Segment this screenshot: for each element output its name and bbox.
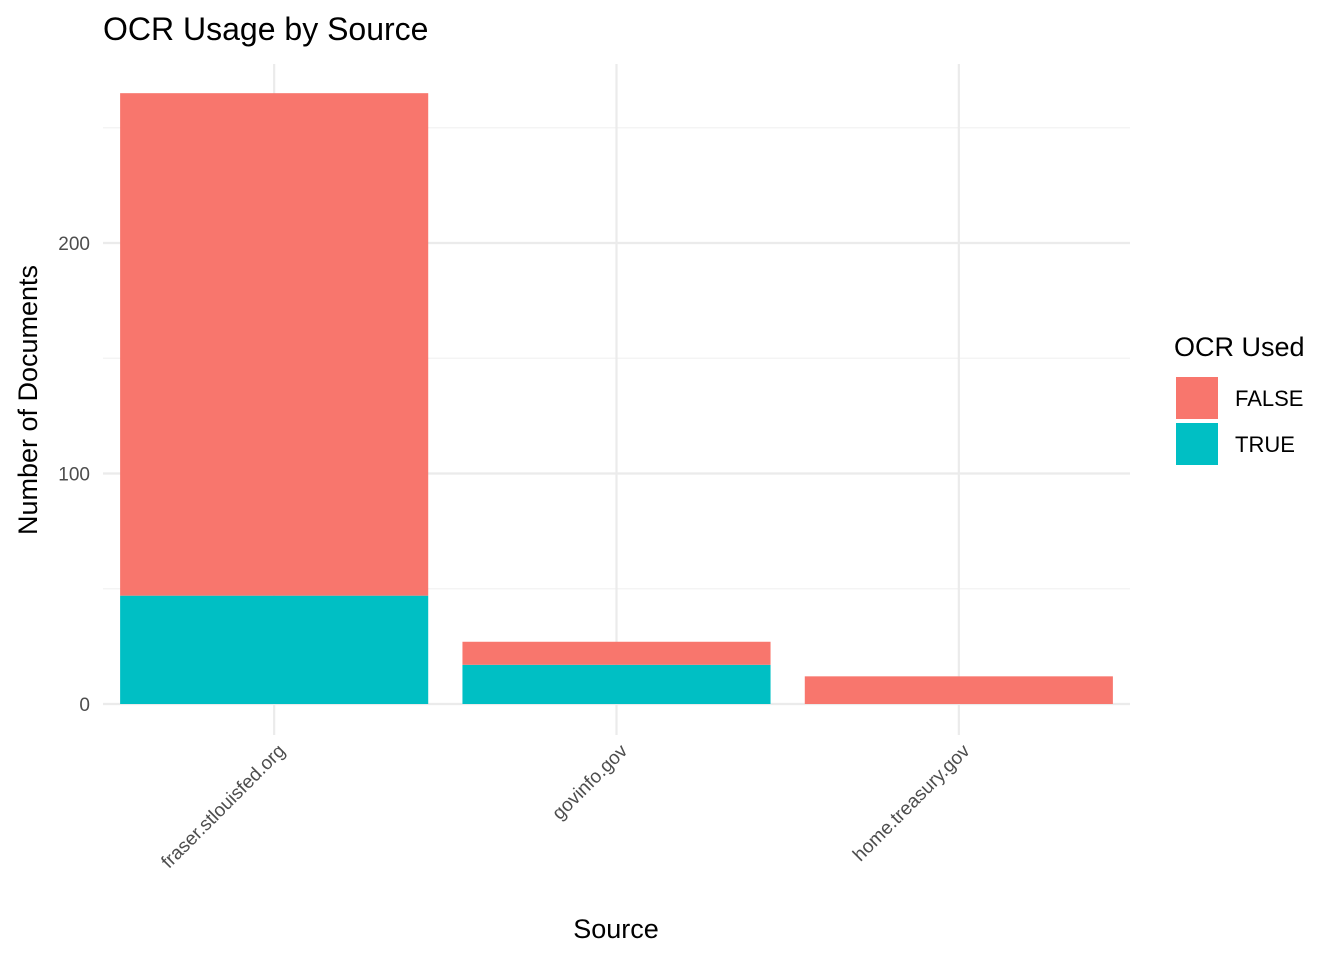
legend: OCR Used FALSE TRUE [1174, 332, 1305, 465]
legend-swatch [1176, 377, 1218, 419]
x-tick-label: fraser.stlouisfed.org [158, 741, 290, 873]
legend-swatch [1176, 423, 1218, 465]
legend-title: OCR Used [1174, 332, 1305, 362]
x-tick-label: govinfo.gov [548, 740, 632, 824]
legend-label: TRUE [1235, 432, 1295, 457]
bar-false [120, 93, 429, 596]
y-axis-label: Number of Documents [13, 265, 43, 535]
x-tick-labels: fraser.stlouisfed.org govinfo.gov home.tre… [158, 740, 975, 872]
bar-false [462, 641, 771, 665]
legend-label: FALSE [1235, 386, 1303, 411]
y-tick-label: 100 [58, 465, 90, 486]
y-tick-label: 200 [58, 234, 90, 255]
bar-true [462, 664, 771, 704]
bar-false [804, 676, 1113, 704]
bar-true [120, 595, 429, 704]
chart-title: OCR Usage by Source [103, 11, 428, 47]
bars [120, 93, 1113, 704]
y-tick-labels: 0 100 200 [58, 234, 90, 716]
y-tick-label: 0 [79, 695, 90, 716]
x-tick-label: home.treasury.gov [849, 740, 974, 865]
x-axis-label: Source [573, 914, 659, 944]
